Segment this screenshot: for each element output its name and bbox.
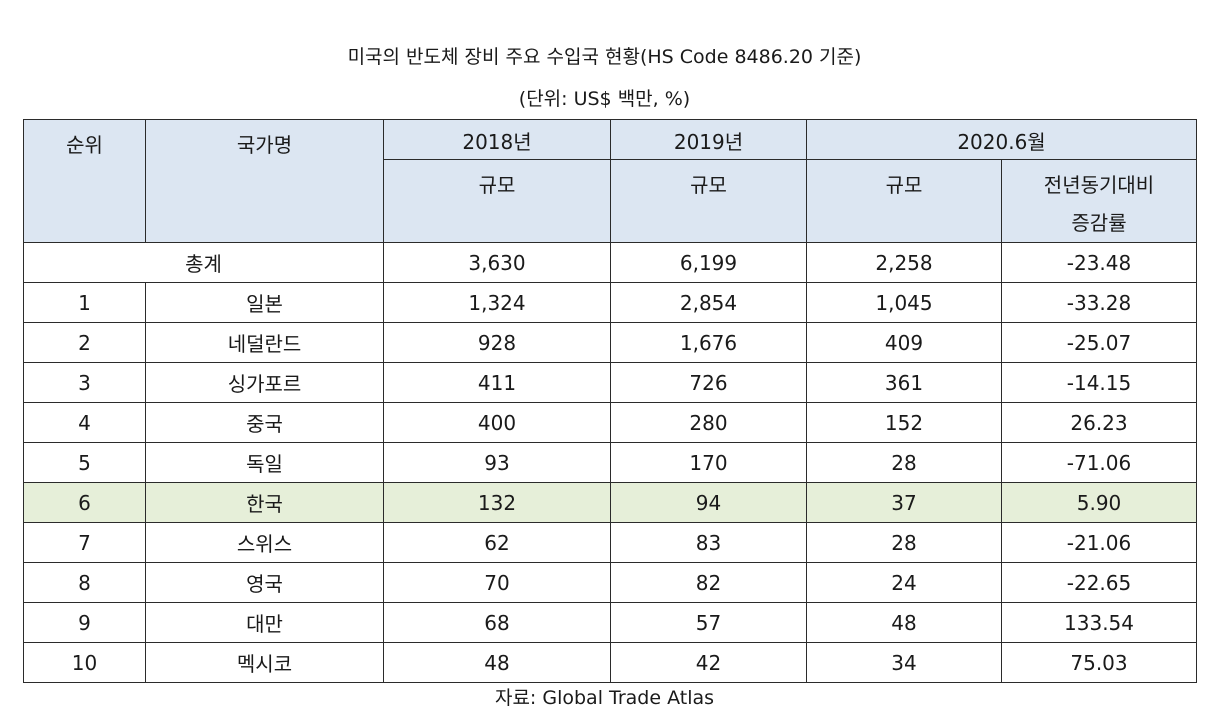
row-2018: 928	[383, 322, 611, 363]
row-yoy: -25.07	[1000, 322, 1198, 363]
row-yoy: -33.28	[1000, 282, 1198, 323]
row-2019: 2,854	[610, 282, 807, 323]
header-yoy: 전년동기대비 증감률	[1000, 159, 1198, 243]
row-country: 스위스	[145, 522, 384, 563]
import-table: 순위 국가명 2018년 2019년 2020.6월 규모 규모 규모 전년동기…	[23, 119, 1198, 683]
row-2020: 24	[806, 562, 1002, 603]
row-2019: 1,676	[610, 322, 807, 363]
header-2018-scale: 규모	[383, 159, 611, 243]
row-yoy: -14.15	[1000, 362, 1198, 403]
row-country: 영국	[145, 562, 384, 603]
row-2018: 411	[383, 362, 611, 403]
header-rank: 순위	[23, 119, 146, 243]
row-2019: 83	[610, 522, 807, 563]
row-2020: 48	[806, 602, 1002, 643]
row-2018: 1,324	[383, 282, 611, 323]
row-country: 멕시코	[145, 642, 384, 683]
row-2020: 28	[806, 522, 1002, 563]
row-country: 중국	[145, 402, 384, 443]
row-2020: 409	[806, 322, 1002, 363]
row-yoy: -71.06	[1000, 442, 1198, 483]
header-row-2: 규모 규모 규모 전년동기대비 증감률	[24, 159, 1198, 243]
row-yoy: 5.90	[1000, 482, 1198, 523]
header-2018: 2018년	[383, 119, 611, 160]
header-2019: 2019년	[610, 119, 807, 160]
row-2020: 361	[806, 362, 1002, 403]
row-2018: 93	[383, 442, 611, 483]
table-title: 미국의 반도체 장비 주요 수입국 현황(HS Code 8486.20 기준)	[347, 46, 862, 68]
total-2020: 2,258	[806, 242, 1002, 283]
total-2018: 3,630	[383, 242, 611, 283]
row-2019: 94	[610, 482, 807, 523]
row-yoy: 75.03	[1000, 642, 1198, 683]
total-yoy: -23.48	[1000, 242, 1198, 283]
row-rank: 5	[23, 442, 146, 483]
row-2018: 68	[383, 602, 611, 643]
row-rank: 7	[23, 522, 146, 563]
total-2019: 6,199	[610, 242, 807, 283]
row-2019: 57	[610, 602, 807, 643]
row-2019: 726	[610, 362, 807, 403]
row-country: 한국	[145, 482, 384, 523]
row-2018: 62	[383, 522, 611, 563]
row-yoy: -22.65	[1000, 562, 1198, 603]
row-rank: 2	[23, 322, 146, 363]
table-row: 8 영국 70 82 24 -22.65	[23, 562, 1198, 603]
row-rank: 9	[23, 602, 146, 643]
table-row: 2 네덜란드 928 1,676 409 -25.07	[23, 322, 1198, 363]
header-country: 국가명	[145, 119, 384, 243]
table-row: 3 싱가포르 411 726 361 -14.15	[23, 362, 1198, 403]
header-yoy-line1: 전년동기대비	[1043, 173, 1155, 197]
row-yoy: 26.23	[1000, 402, 1198, 443]
header-row-1: 순위 국가명 2018년 2019년 2020.6월	[23, 119, 1198, 243]
row-2018: 70	[383, 562, 611, 603]
row-2018: 48	[383, 642, 611, 683]
row-2020: 1,045	[806, 282, 1002, 323]
row-country: 대만	[145, 602, 384, 643]
row-rank: 1	[23, 282, 146, 323]
row-country: 일본	[145, 282, 384, 323]
row-rank: 6	[23, 482, 146, 523]
total-label: 총계	[23, 242, 384, 283]
table-row-highlighted: 6 한국 132 94 37 5.90	[23, 482, 1198, 523]
row-2019: 280	[610, 402, 807, 443]
row-2020: 37	[806, 482, 1002, 523]
header-yoy-line2: 증감률	[1071, 211, 1127, 235]
table-row: 10 멕시코 48 42 34 75.03	[23, 642, 1198, 683]
row-country: 네덜란드	[145, 322, 384, 363]
table-row: 4 중국 400 280 152 26.23	[23, 402, 1198, 443]
row-2020: 34	[806, 642, 1002, 683]
header-2020: 2020.6월	[805, 119, 1198, 160]
table-row: 9 대만 68 57 48 133.54	[23, 602, 1198, 643]
row-rank: 3	[23, 362, 146, 403]
table-row: 7 스위스 62 83 28 -21.06	[23, 522, 1198, 563]
row-2018: 400	[383, 402, 611, 443]
unit-note: (단위: US$ 백만, %)	[518, 88, 691, 110]
row-rank: 8	[23, 562, 146, 603]
total-row: 총계 3,630 6,199 2,258 -23.48	[23, 242, 1198, 283]
row-2019: 82	[610, 562, 807, 603]
header-2019-scale: 규모	[610, 159, 807, 243]
row-2019: 170	[610, 442, 807, 483]
table-row: 5 독일 93 170 28 -71.06	[23, 442, 1198, 483]
row-country: 독일	[145, 442, 384, 483]
row-2020: 152	[806, 402, 1002, 443]
row-2019: 42	[610, 642, 807, 683]
row-yoy: -21.06	[1000, 522, 1198, 563]
row-yoy: 133.54	[1000, 602, 1198, 643]
row-rank: 4	[23, 402, 146, 443]
header-2020-scale: 규모	[806, 159, 1002, 243]
row-country: 싱가포르	[145, 362, 384, 403]
row-2018: 132	[383, 482, 611, 523]
source-note: 자료: Global Trade Atlas	[494, 687, 715, 709]
table-row: 1 일본 1,324 2,854 1,045 -33.28	[23, 282, 1198, 323]
row-2020: 28	[806, 442, 1002, 483]
row-rank: 10	[23, 642, 146, 683]
